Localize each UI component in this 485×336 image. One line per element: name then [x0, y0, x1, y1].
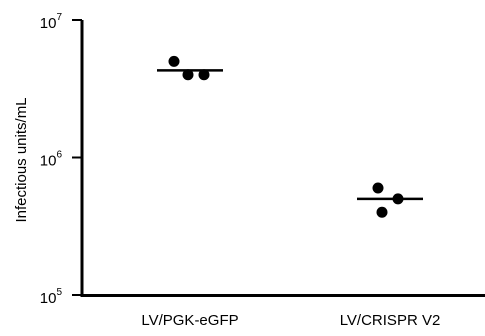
- point-0-2: [198, 69, 210, 81]
- x-tick-labels: LV/PGK-eGFP LV/CRISPR V2: [141, 312, 440, 329]
- y-tick-label-1: 106: [40, 150, 63, 170]
- y-tick-label-0: 105: [40, 287, 63, 307]
- point-1-0: [372, 182, 384, 194]
- point-0-1: [182, 69, 194, 81]
- x-tick-label-0: LV/PGK-eGFP: [141, 312, 238, 329]
- mean-lines: [157, 69, 423, 201]
- point-1-2: [376, 206, 388, 218]
- data-points: [168, 55, 404, 218]
- x-tick-label-1: LV/CRISPR V2: [340, 312, 441, 329]
- y-tick-label-2: 107: [40, 12, 63, 32]
- y-axis-label: Infectious units/mL: [13, 97, 30, 222]
- y-ticks: 105 106 107: [40, 12, 82, 307]
- point-0-0: [168, 55, 180, 67]
